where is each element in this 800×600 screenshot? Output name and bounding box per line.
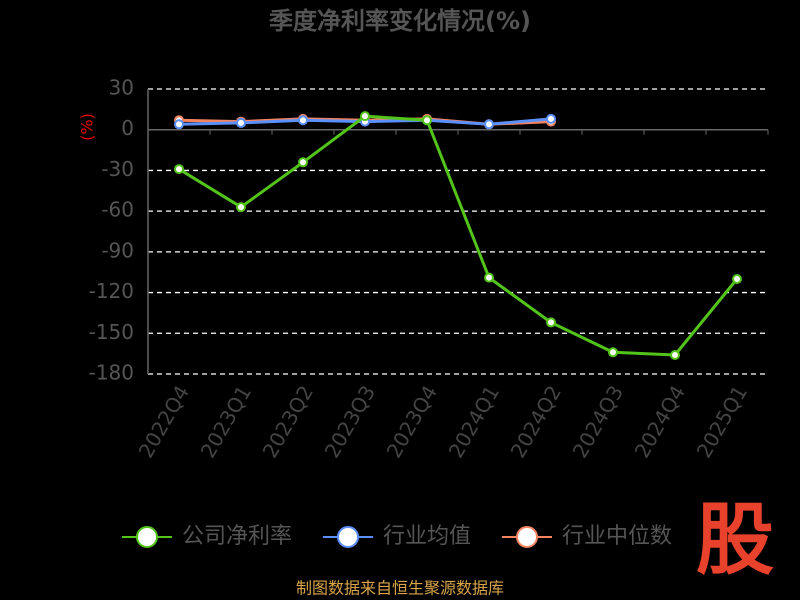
point <box>670 350 680 360</box>
legend-label: 行业中位数 <box>562 524 672 549</box>
y-axis-label: (%) <box>78 113 97 141</box>
source-note: 制图数据来自恒生聚源数据库 <box>296 579 504 598</box>
series-line <box>178 114 739 357</box>
y-tick-label: -90 <box>101 238 134 262</box>
logo: 股 <box>696 495 774 585</box>
chart-title: 季度净利率变化情况(%) <box>269 7 531 35</box>
point <box>484 119 494 130</box>
point <box>422 115 432 126</box>
y-tick-label: -30 <box>101 157 134 181</box>
y-tick-label: -60 <box>101 198 134 222</box>
y-tick-label: -120 <box>89 279 134 303</box>
y-tick-label: 30 <box>109 76 134 100</box>
point <box>360 111 370 122</box>
point <box>546 317 556 328</box>
y-tick-label: -180 <box>89 361 134 385</box>
legend-marker <box>516 526 538 548</box>
point <box>298 157 308 168</box>
point <box>298 115 308 126</box>
legend-label: 行业均值 <box>383 524 471 549</box>
point <box>546 113 556 124</box>
point <box>236 117 246 128</box>
legend-marker <box>136 526 158 548</box>
y-tick-label: 0 <box>121 116 134 140</box>
point <box>174 164 184 175</box>
point <box>236 202 246 213</box>
legend-marker <box>337 526 359 548</box>
legend-label: 公司净利率 <box>182 524 292 549</box>
y-tick-label: -150 <box>89 320 134 344</box>
point <box>174 119 184 130</box>
point <box>484 272 494 283</box>
point <box>732 274 742 284</box>
point <box>608 347 618 358</box>
